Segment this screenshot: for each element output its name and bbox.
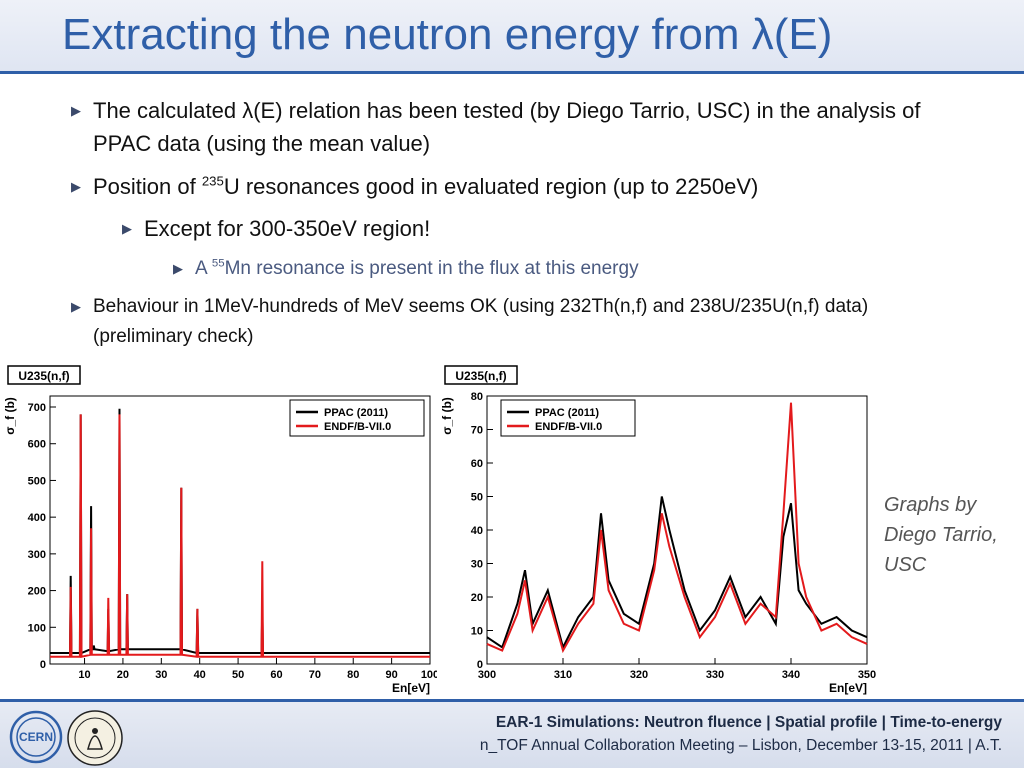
chart-label-box — [7, 365, 81, 385]
bullet-1: ▶ The calculated λ(E) relation has been t… — [71, 94, 953, 160]
y-axis-label: σ_f (b) — [3, 397, 17, 435]
bullet-2-text-post: U resonances good in evaluated region (u… — [223, 174, 759, 199]
x-axis-label: En[eV] — [829, 681, 867, 695]
y-tick-label: 200 — [28, 586, 46, 598]
y-tick-label: 20 — [471, 592, 483, 604]
bullet-arrow-icon: ▶ — [122, 221, 132, 236]
bullet-1-text: The calculated λ(E) relation has been te… — [93, 98, 921, 156]
bullet-4-sup: 55 — [211, 257, 225, 270]
y-tick-label: 10 — [471, 626, 483, 638]
bullet-3: ▶ Except for 300-350eV region! — [122, 212, 944, 245]
title-bar — [0, 0, 1024, 72]
bullet-5: ▶ Behaviour in 1MeV-hundreds of MeV seems… — [71, 292, 953, 352]
title-underline — [0, 71, 1024, 74]
y-tick-label: 600 — [28, 439, 46, 451]
x-tick-label: 60 — [270, 669, 282, 681]
y-tick-label: 60 — [471, 458, 483, 470]
x-tick-label: 10 — [78, 669, 90, 681]
y-tick-label: 0 — [40, 659, 46, 671]
x-tick-label: 70 — [309, 669, 321, 681]
bullet-arrow-icon: ▶ — [71, 103, 81, 118]
chart-right: U235(n,f) 0 10 20 30 40 50 60 70 80 300 310 320 330 34… — [437, 358, 877, 698]
cern-logo-icon: CERN — [9, 710, 63, 764]
y-tick-label: 80 — [471, 391, 483, 403]
y-tick-label: 700 — [28, 402, 46, 414]
plot-frame — [49, 395, 431, 665]
x-tick-label: 330 — [706, 669, 724, 681]
y-tick-label: 400 — [28, 512, 46, 524]
x-tick-label: 100 — [421, 669, 439, 681]
footer-rule — [0, 699, 1024, 702]
legend-label: PPAC (2011) — [535, 407, 599, 419]
x-tick-label: 30 — [155, 669, 167, 681]
x-tick-label: 40 — [194, 669, 206, 681]
y-tick-label: 50 — [471, 492, 483, 504]
bullet-2: ▶ Position of 235U resonances good in eva… — [71, 170, 953, 203]
y-axis-label: σ_f (b) — [440, 397, 454, 435]
chart-label: U235(n,f) — [18, 369, 69, 383]
y-tick-label: 300 — [28, 549, 46, 561]
x-tick-label: 350 — [858, 669, 876, 681]
footer-line-1: EAR-1 Simulations: Neutron fluence | Spa… — [495, 714, 1002, 731]
bullet-5-text: Behaviour in 1MeV-hundreds of MeV seems … — [93, 296, 869, 347]
y-tick-label: 30 — [471, 559, 483, 571]
legend-label: ENDF/B-VII.0 — [535, 421, 602, 433]
chart-label-box — [444, 365, 518, 385]
slide-title: Extracting the neutron energy from λ(E) — [62, 10, 833, 59]
bullet-3-text: Except for 300-350eV region! — [144, 216, 431, 241]
university-seal-icon — [67, 710, 123, 766]
y-tick-label: 500 — [28, 475, 46, 487]
chart-label: U235(n,f) — [455, 369, 506, 383]
bullet-4-text-post: Mn resonance is present in the flux at t… — [224, 258, 639, 279]
bullet-4-text-pre: A — [195, 258, 212, 279]
legend-label: PPAC (2011) — [324, 407, 388, 419]
x-tick-label: 50 — [232, 669, 244, 681]
x-tick-label: 320 — [630, 669, 648, 681]
x-tick-label: 90 — [385, 669, 397, 681]
legend-box — [289, 399, 425, 437]
series-line-ppac — [486, 496, 868, 651]
legend-label: ENDF/B-VII.0 — [324, 421, 391, 433]
bullet-arrow-icon: ▶ — [71, 179, 81, 194]
bullet-2-text-pre: Position of — [93, 174, 202, 199]
series-line-endf — [50, 414, 430, 658]
chart-left: U235(n,f) 0 100 200 300 400 500 600 700 10 20 30 40 5… — [0, 358, 440, 698]
y-tick-label: 100 — [28, 622, 46, 634]
graph-credit: Graphs by Diego Tarrio, USC — [884, 494, 998, 576]
x-axis-label: En[eV] — [392, 681, 430, 695]
series-line-endf — [486, 402, 868, 654]
y-tick-label: 70 — [471, 425, 483, 437]
x-tick-label: 340 — [782, 669, 800, 681]
footer: EAR-1 Simulations: Neutron fluence | Spa… — [0, 702, 1024, 768]
x-tick-label: 300 — [478, 669, 496, 681]
bullet-arrow-icon: ▶ — [71, 299, 81, 314]
svg-text:CERN: CERN — [19, 730, 53, 744]
y-tick-label: 0 — [477, 659, 483, 671]
bullet-4: ▶ A 55Mn resonance is present in the flux… — [173, 255, 895, 283]
bullet-arrow-icon: ▶ — [173, 261, 183, 276]
x-tick-label: 310 — [554, 669, 572, 681]
x-tick-label: 80 — [347, 669, 359, 681]
x-tick-label: 20 — [117, 669, 129, 681]
y-tick-label: 40 — [471, 525, 483, 537]
footer-line-2: n_TOF Annual Collaboration Meeting – Lis… — [479, 737, 1002, 754]
bullet-2-sup: 235 — [201, 173, 224, 189]
legend-box — [500, 399, 636, 437]
